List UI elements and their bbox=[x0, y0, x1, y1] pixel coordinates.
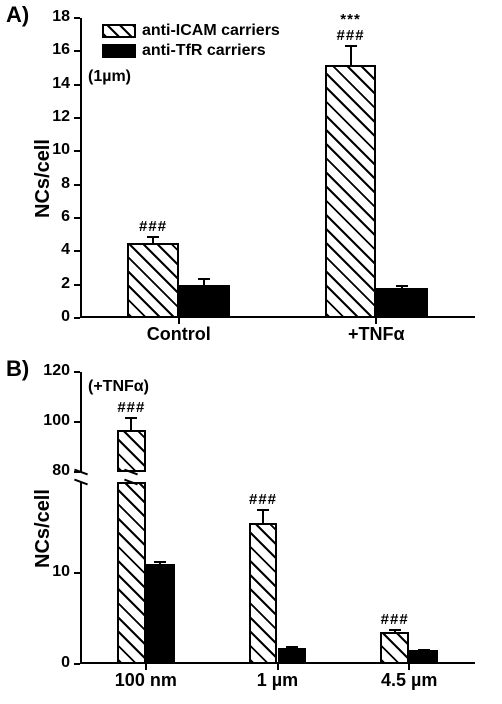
panel-b-ytick-label: 120 bbox=[34, 362, 70, 380]
panel-a-err-cap-1-1 bbox=[396, 285, 408, 287]
panel-a-bar-1-1 bbox=[376, 288, 427, 318]
panel-a-ytick-label: 6 bbox=[40, 208, 70, 226]
panel-a-catlabel-0: Control bbox=[119, 324, 239, 345]
panel-a-ytick-label: 14 bbox=[40, 75, 70, 93]
panel-b-xtick bbox=[277, 664, 279, 670]
panel-a-bar-0-1 bbox=[179, 285, 230, 318]
panel-a-label: A) bbox=[6, 2, 29, 28]
figure-root: A) NCs/cell anti-ICAM carriers anti-TfR … bbox=[0, 0, 502, 704]
panel-a: NCs/cell anti-ICAM carriers anti-TfR car… bbox=[80, 18, 475, 318]
panel-b-ytick-label: 100 bbox=[34, 412, 70, 430]
panel-a-bar-0-0 bbox=[127, 243, 178, 318]
panel-b-yaxis-upper bbox=[80, 372, 82, 472]
panel-b-ytick bbox=[74, 421, 80, 423]
panel-a-ytick-label: 0 bbox=[40, 308, 70, 326]
panel-b-err-cap-1-0 bbox=[257, 509, 269, 511]
panel-b-bar-2-0 bbox=[380, 632, 409, 664]
panel-a-ytick bbox=[74, 284, 80, 286]
panel-a-xtick bbox=[178, 318, 180, 324]
panel-a-note: (1µm) bbox=[88, 68, 131, 86]
panel-a-yaxis bbox=[80, 18, 82, 318]
panel-a-ytick bbox=[74, 117, 80, 119]
panel-b-catlabel-1: 1 µm bbox=[228, 670, 328, 691]
panel-a-ann-1-0-1: ### bbox=[326, 27, 376, 44]
panel-b-yaxis-lower bbox=[80, 482, 82, 664]
panel-a-ytick-label: 8 bbox=[40, 175, 70, 193]
panel-a-err-cap-0-0 bbox=[147, 236, 159, 238]
panel-b-ylabel: NCs/cell bbox=[32, 489, 55, 568]
legend-item-0: anti-ICAM carriers bbox=[102, 22, 280, 40]
panel-b-bar-1-0 bbox=[249, 523, 278, 664]
panel-b-ytick-label: 10 bbox=[34, 563, 70, 581]
panel-b-ytick bbox=[74, 371, 80, 373]
panel-a-ytick-label: 2 bbox=[40, 275, 70, 293]
panel-a-ytick bbox=[74, 17, 80, 19]
panel-a-ann-1-0-0: *** bbox=[326, 11, 376, 28]
panel-a-catlabel-1: +TNFα bbox=[316, 324, 436, 345]
panel-b: (+TNFα) NCs/cell 80100120010###100 nm###… bbox=[80, 372, 475, 664]
legend-item-1: anti-TfR carriers bbox=[102, 42, 280, 60]
panel-b-bar-1-1 bbox=[278, 648, 307, 664]
panel-b-err-cap-2-1 bbox=[418, 649, 430, 651]
legend-label-0: anti-ICAM carriers bbox=[142, 22, 280, 40]
panel-a-ann-0-0-0: ### bbox=[128, 218, 178, 235]
panel-b-xtick bbox=[145, 664, 147, 670]
panel-b-bar-0-0-upper bbox=[117, 430, 146, 473]
panel-a-legend: anti-ICAM carriers anti-TfR carriers bbox=[102, 22, 280, 62]
panel-b-label: B) bbox=[6, 356, 29, 382]
panel-b-ann-0-0: ### bbox=[106, 399, 156, 416]
panel-a-ytick bbox=[74, 50, 80, 52]
panel-b-catlabel-0: 100 nm bbox=[96, 670, 196, 691]
panel-a-ytick bbox=[74, 317, 80, 319]
panel-b-ytick-label: 80 bbox=[34, 462, 70, 480]
panel-b-ytick bbox=[74, 663, 80, 665]
panel-a-err-cap-1-0 bbox=[345, 45, 357, 47]
panel-b-catlabel-2: 4.5 µm bbox=[359, 670, 459, 691]
panel-b-err-cap-1-1 bbox=[286, 646, 298, 648]
panel-b-ytick bbox=[74, 471, 80, 473]
panel-b-xtick bbox=[408, 664, 410, 670]
panel-b-err-cap-0-0 bbox=[125, 417, 137, 419]
panel-a-ytick-label: 10 bbox=[40, 141, 70, 159]
panel-a-xtick bbox=[375, 318, 377, 324]
panel-a-err-1-0 bbox=[350, 45, 352, 65]
panel-b-err-cap-0-1 bbox=[154, 561, 166, 563]
panel-b-bar-0-0-lower bbox=[117, 482, 146, 664]
panel-a-ytick-label: 4 bbox=[40, 241, 70, 259]
panel-b-bar-0-1 bbox=[146, 564, 175, 664]
panel-b-note: (+TNFα) bbox=[88, 378, 149, 396]
panel-a-ytick bbox=[74, 84, 80, 86]
panel-b-ann-1-0: ### bbox=[238, 491, 288, 508]
panel-a-ytick-label: 16 bbox=[40, 41, 70, 59]
panel-a-ytick bbox=[74, 250, 80, 252]
panel-b-err-1-0 bbox=[262, 509, 264, 523]
panel-a-bar-1-0 bbox=[325, 65, 376, 318]
legend-swatch-solid bbox=[102, 44, 136, 58]
panel-a-ytick-label: 12 bbox=[40, 108, 70, 126]
panel-b-ytick bbox=[74, 572, 80, 574]
panel-b-bar-2-1 bbox=[409, 650, 438, 664]
panel-b-ytick-label: 0 bbox=[34, 654, 70, 672]
panel-b-err-cap-2-0 bbox=[389, 629, 401, 631]
panel-a-ytick bbox=[74, 217, 80, 219]
legend-label-1: anti-TfR carriers bbox=[142, 42, 266, 60]
panel-b-ann-2-0: ### bbox=[370, 611, 420, 628]
legend-swatch-hatched bbox=[102, 24, 136, 38]
panel-a-ytick bbox=[74, 184, 80, 186]
panel-a-ytick bbox=[74, 150, 80, 152]
panel-a-err-cap-0-1 bbox=[198, 278, 210, 280]
panel-a-ytick-label: 18 bbox=[40, 8, 70, 26]
